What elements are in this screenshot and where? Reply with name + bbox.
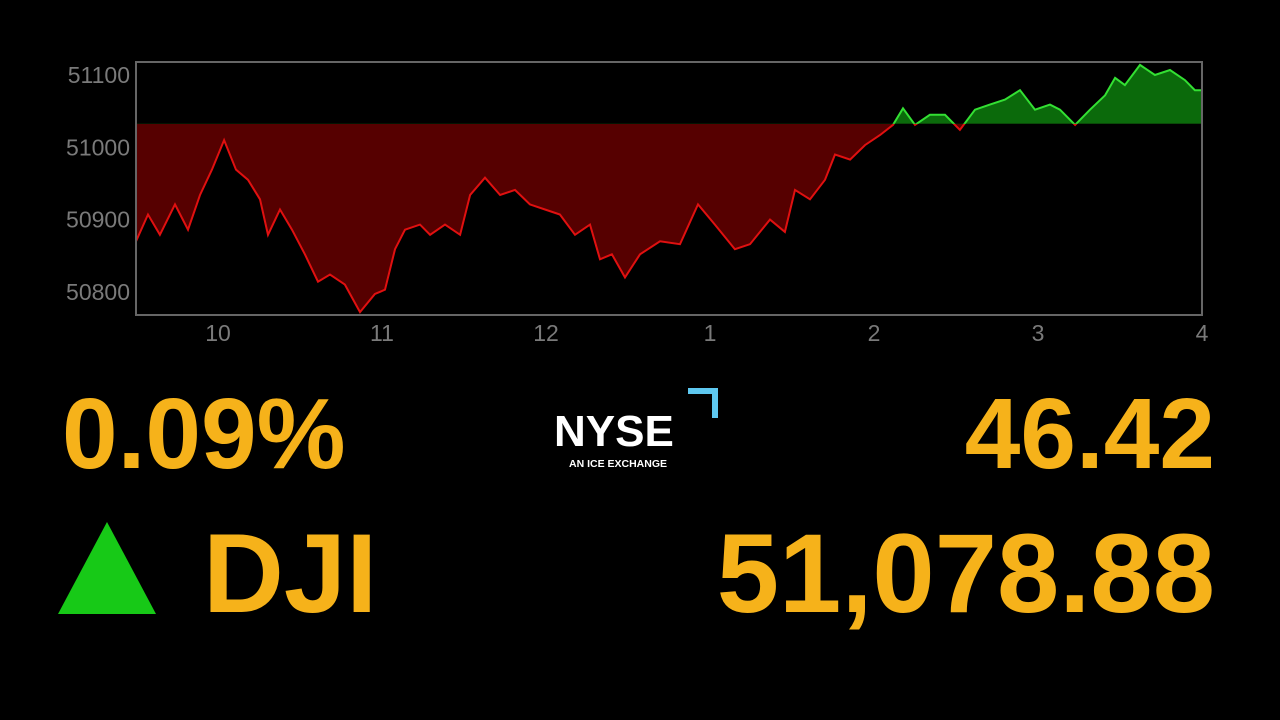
area-down — [136, 123, 1077, 313]
y-tick-label: 50800 — [66, 279, 130, 305]
x-tick-label: 2 — [868, 320, 881, 346]
logo: NYSE — [554, 407, 674, 456]
plot — [135, 63, 1202, 314]
x-tick-label: 10 — [205, 320, 231, 346]
area-up — [136, 64, 1202, 124]
line-up — [892, 63, 1202, 124]
logo-subtitle: AN ICE EXCHANGE — [569, 458, 667, 470]
x-tick-label: 3 — [1032, 320, 1045, 346]
y-tick-label: 51100 — [68, 62, 130, 88]
logo-bracket — [688, 388, 718, 418]
x-tick-label: 1 — [704, 320, 717, 346]
up-arrow — [58, 522, 156, 614]
y-tick-label: 50900 — [66, 207, 130, 233]
change-percent: 0.09% — [62, 378, 346, 490]
change: 46.42 — [965, 378, 1215, 490]
x-tick-label: 12 — [533, 320, 559, 346]
x-tick-label: 4 — [1196, 320, 1209, 346]
line-down — [135, 123, 1078, 314]
plot-frame — [135, 61, 1203, 316]
symbol: DJI — [203, 511, 377, 636]
x-tick-label: 11 — [370, 320, 394, 346]
price: 51,078.88 — [717, 511, 1215, 636]
y-tick-label: 51000 — [66, 134, 130, 160]
